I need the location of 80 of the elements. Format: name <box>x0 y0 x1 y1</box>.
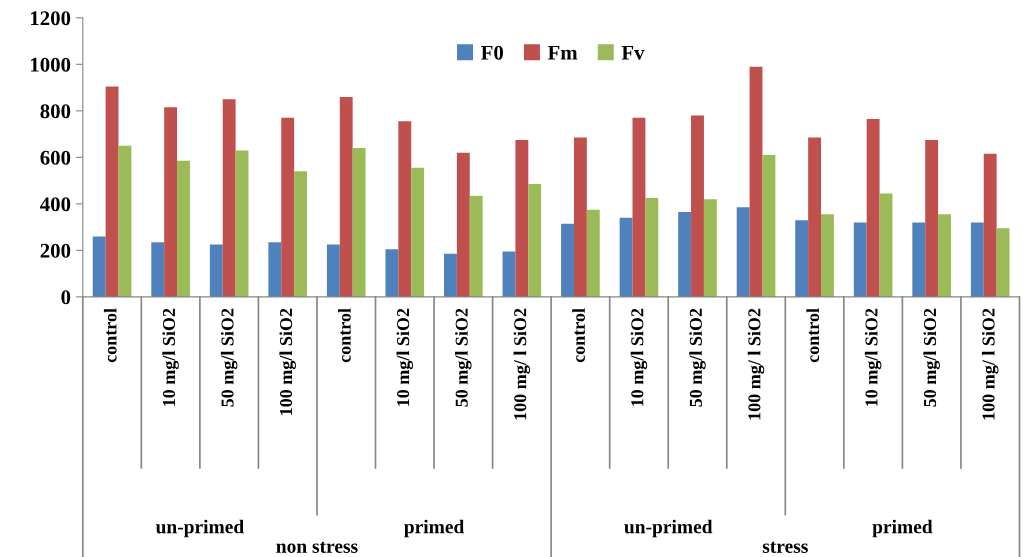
bar <box>411 167 425 297</box>
x-tick-label: 10 mg/l SiO2 <box>162 308 179 406</box>
bar <box>619 217 633 297</box>
y-tick-label: 600 <box>40 150 71 165</box>
bar <box>118 145 132 297</box>
bar <box>398 121 412 297</box>
y-tick-label: 800 <box>40 104 71 119</box>
bar <box>853 222 867 297</box>
bar <box>983 153 997 297</box>
x-tick-label: 100 mg/l SiO2 <box>279 308 296 415</box>
legend-label: Fm <box>547 45 578 60</box>
bar <box>105 86 119 297</box>
bar <box>678 212 692 297</box>
bar <box>326 244 340 297</box>
bar <box>151 242 165 297</box>
x-tick-label: 10 mg/l SiO2 <box>864 308 882 406</box>
x-tick-label: 50 mg/l SiO2 <box>923 308 940 407</box>
bar <box>996 228 1010 297</box>
x-tick-label: 100 mg/ l SiO2 <box>747 308 765 420</box>
bar <box>866 118 880 297</box>
x-tick-label: control <box>806 308 820 363</box>
text: non stress <box>276 541 358 553</box>
bar <box>821 214 834 297</box>
bar <box>456 152 470 297</box>
bar <box>749 66 763 297</box>
x-tick-label: 50 mg/l SiO2 <box>455 308 472 407</box>
bar <box>222 99 236 297</box>
bar <box>925 139 939 297</box>
bar <box>573 137 587 297</box>
text: un-primed <box>624 519 713 538</box>
bar <box>795 220 809 297</box>
x-tick-label: control <box>103 308 117 363</box>
bar <box>703 199 717 297</box>
bar <box>294 171 308 297</box>
bar <box>691 115 704 297</box>
x-tick-label: 50 mg/l SiO2 <box>220 308 238 407</box>
text: primed <box>404 519 465 538</box>
bar <box>970 222 984 297</box>
y-tick-label: 1200 <box>31 11 71 26</box>
bar <box>736 207 750 297</box>
bar <box>281 117 295 297</box>
bar <box>762 155 776 297</box>
x-tick-label: 100 mg/ l SiO2 <box>513 308 531 420</box>
bar <box>444 253 457 297</box>
x-tick-label: 50 mg/l SiO2 <box>689 308 706 407</box>
bar <box>177 160 190 297</box>
bar <box>92 236 106 297</box>
bar <box>879 193 893 297</box>
legend-label: Fv <box>621 45 645 60</box>
x-tick-label: control <box>338 308 351 363</box>
bar <box>528 184 542 297</box>
x-tick-label: 10 mg/l SiO2 <box>630 308 648 406</box>
bar <box>164 107 178 297</box>
bar <box>352 148 366 297</box>
x-tick-label: 100 mg/ l SiO2 <box>981 308 999 420</box>
bar <box>561 223 574 297</box>
bar <box>586 209 600 297</box>
text: un-primed <box>155 519 244 538</box>
text: primed <box>872 519 933 538</box>
bar <box>209 244 223 297</box>
x-tick-label: 10 mg/l SiO2 <box>396 308 414 406</box>
x-tick-label: control <box>572 308 585 363</box>
bar <box>235 150 249 297</box>
bar <box>632 117 646 297</box>
bar <box>268 242 282 297</box>
y-tick-label: 1000 <box>31 57 71 72</box>
legend-label: F0 <box>481 45 504 60</box>
y-tick-label: 200 <box>40 243 71 258</box>
bar <box>938 214 951 297</box>
bar <box>912 222 926 297</box>
bar <box>469 195 483 297</box>
bar <box>502 251 516 297</box>
bar <box>515 139 529 297</box>
text: stress <box>762 541 808 553</box>
y-tick-label: 0 <box>61 290 71 305</box>
bar <box>808 137 822 297</box>
y-tick-label: 400 <box>40 197 71 212</box>
bar <box>339 96 353 297</box>
bar <box>385 249 399 297</box>
bar <box>645 198 659 297</box>
